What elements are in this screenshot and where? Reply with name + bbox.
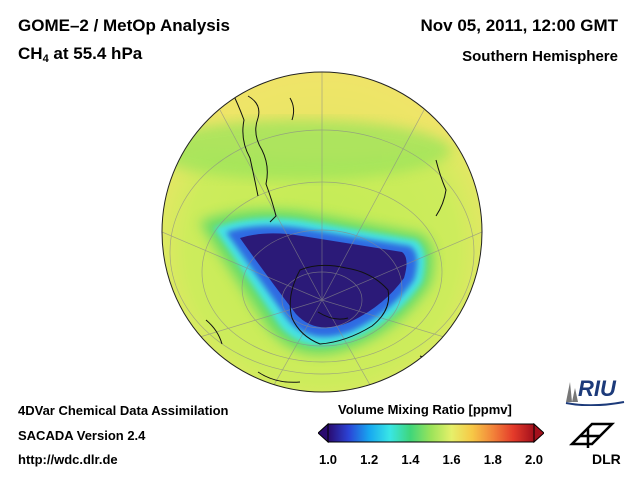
graticule (162, 72, 482, 392)
species-subscript: 4 (42, 53, 49, 65)
green-band-north (162, 120, 450, 180)
map-globe (161, 71, 483, 393)
colorbar-tick-label: 1.6 (442, 452, 461, 467)
dlr-logo-text: DLR (592, 451, 621, 467)
riu-logo-text: RIU (578, 376, 617, 401)
colorbar-title: Volume Mixing Ratio [ppmv] (338, 402, 512, 417)
colorbar-tick-label: 1.8 (483, 452, 502, 467)
region-label: Southern Hemisphere (462, 48, 618, 65)
species-main: CH (18, 44, 43, 63)
dlr-logo: DLR (568, 422, 621, 467)
colorbar-under-arrow (318, 422, 329, 444)
footer-method: 4DVar Chemical Data Assimilation (18, 403, 229, 418)
vortex-core (240, 233, 407, 328)
colorbar-tick-label: 1.2 (360, 452, 379, 467)
analysis-date: Nov 05, 2011, 12:00 GMT (420, 16, 619, 35)
title: GOME–2 / MetOp Analysis (18, 16, 230, 35)
colorbar (318, 422, 544, 444)
riu-logo: RIU (565, 376, 625, 406)
colorbar-tick-label: 2.0 (524, 452, 544, 467)
colorbar-scale (327, 423, 535, 443)
colorbar-tick-label: 1.0 (318, 452, 338, 467)
footer-url[interactable]: http://wdc.dlr.de (18, 452, 118, 467)
species-level: at 55.4 hPa (48, 44, 143, 63)
colorbar-tick-label: 1.4 (401, 452, 420, 467)
colorbar-over-arrow (533, 422, 544, 444)
footer-version: SACADA Version 2.4 (18, 428, 146, 443)
species-label: CH4 at 55.4 hPa (18, 44, 142, 65)
